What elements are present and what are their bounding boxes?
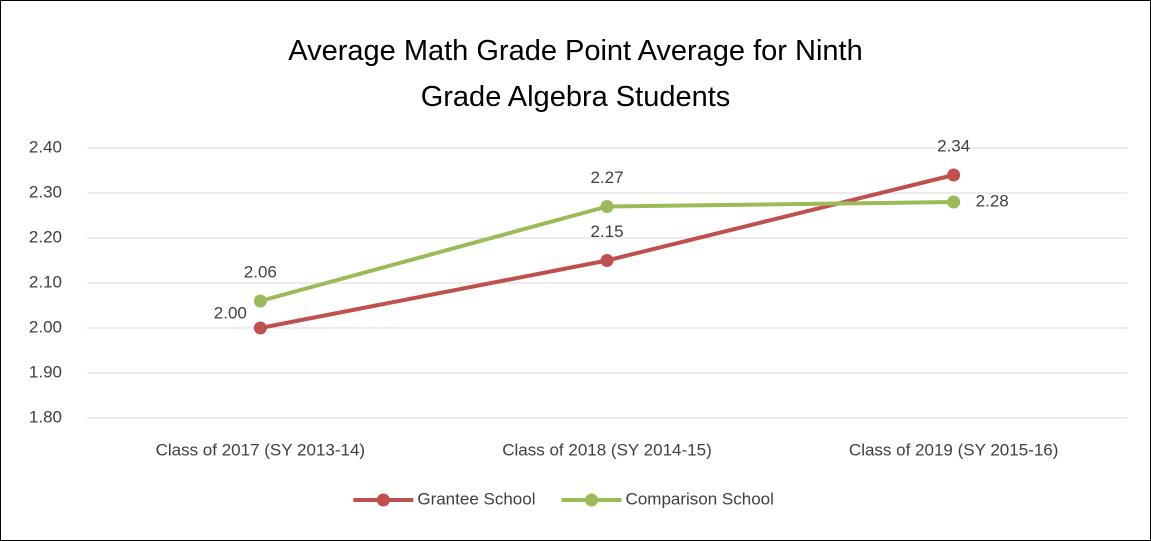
data-point: [600, 200, 614, 213]
data-label: 2.06: [244, 262, 277, 281]
data-point: [600, 254, 614, 267]
series-line: [259, 173, 955, 330]
y-tick-label: 2.00: [29, 317, 62, 336]
legend-label: Comparison School: [626, 489, 774, 508]
x-tick-label: Class of 2018 (SY 2014-15): [502, 440, 711, 459]
y-tick-label: 2.30: [29, 182, 62, 201]
data-label: 2.28: [976, 191, 1009, 210]
legend-marker: [585, 493, 599, 507]
data-point: [253, 294, 267, 308]
y-tick-label: 1.80: [29, 407, 62, 426]
data-point: [947, 195, 961, 209]
y-tick-label: 2.10: [29, 272, 62, 291]
chart-title: Average Math Grade Point Average for Nin…: [288, 35, 863, 113]
x-tick-label: Class of 2019 (SY 2015-16): [849, 440, 1058, 459]
data-point: [253, 321, 267, 335]
x-tick-label: Class of 2017 (SY 2013-14): [156, 440, 365, 459]
data-label: 2.34: [937, 136, 970, 155]
series-line: [259, 200, 954, 303]
y-tick-label: 2.20: [29, 227, 62, 246]
y-tick-label: 1.90: [29, 362, 62, 381]
y-tick-label: 2.40: [29, 137, 62, 156]
data-label: 2.15: [590, 222, 623, 241]
data-point: [947, 168, 961, 182]
data-label: 2.27: [590, 168, 623, 187]
legend-label: Grantee School: [417, 489, 535, 508]
legend-marker: [376, 493, 390, 507]
data-label: 2.00: [214, 303, 247, 322]
